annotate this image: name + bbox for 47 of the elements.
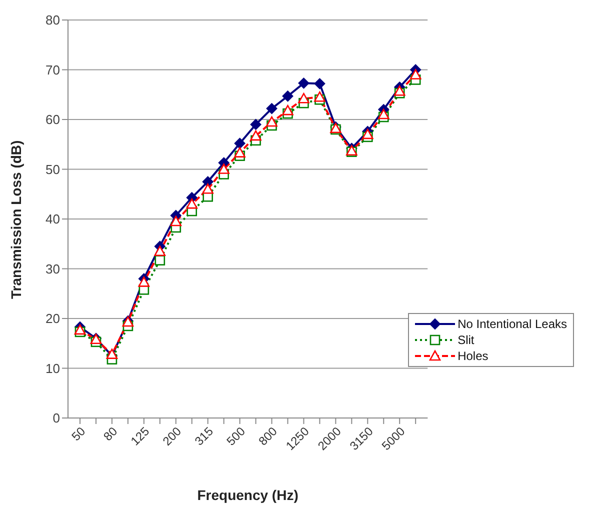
legend-label: Holes (458, 348, 488, 364)
point (266, 116, 278, 127)
x-tick-label: 500 (224, 424, 248, 448)
point (410, 69, 422, 80)
x-tick-label: 50 (68, 424, 88, 444)
legend-label: No Intentional Leaks (458, 316, 567, 332)
point (394, 85, 406, 96)
point (250, 118, 262, 130)
point (170, 216, 182, 226)
point (186, 198, 198, 209)
y-tick-label: 60 (46, 112, 60, 128)
x-tick-label: 800 (256, 424, 280, 448)
y-axis-title: Transmission Loss (dB) (8, 140, 24, 299)
point (314, 78, 326, 90)
point (298, 78, 310, 89)
point (154, 255, 166, 266)
y-tick-label: 80 (46, 12, 60, 28)
point (138, 276, 150, 287)
x-tick-label: 315 (192, 424, 216, 448)
x-tick-label: 80 (100, 424, 120, 444)
x-tick-label: 125 (128, 424, 152, 448)
y-tick-label: 10 (46, 360, 60, 376)
point (202, 184, 214, 194)
x-tick-label: 200 (160, 424, 184, 448)
point (282, 90, 294, 102)
point (362, 128, 374, 140)
legend-label: Slit (458, 332, 474, 348)
point (234, 147, 246, 158)
y-tick-label: 20 (46, 311, 60, 326)
point (234, 138, 246, 149)
y-tick-label: 30 (46, 261, 60, 276)
y-tick-label: 0 (52, 410, 60, 426)
point (266, 103, 278, 114)
y-tick-label: 50 (46, 162, 60, 177)
point (298, 92, 310, 104)
point (154, 246, 166, 256)
y-tick-label: 70 (46, 62, 60, 78)
point (314, 91, 326, 102)
point (282, 104, 294, 116)
point (74, 324, 86, 335)
x-axis-title: Frequency (Hz) (197, 487, 298, 503)
point (378, 108, 390, 120)
point (218, 164, 230, 174)
y-tick-label: 40 (46, 212, 60, 227)
point (202, 176, 214, 188)
point (106, 348, 118, 359)
point (250, 130, 262, 141)
